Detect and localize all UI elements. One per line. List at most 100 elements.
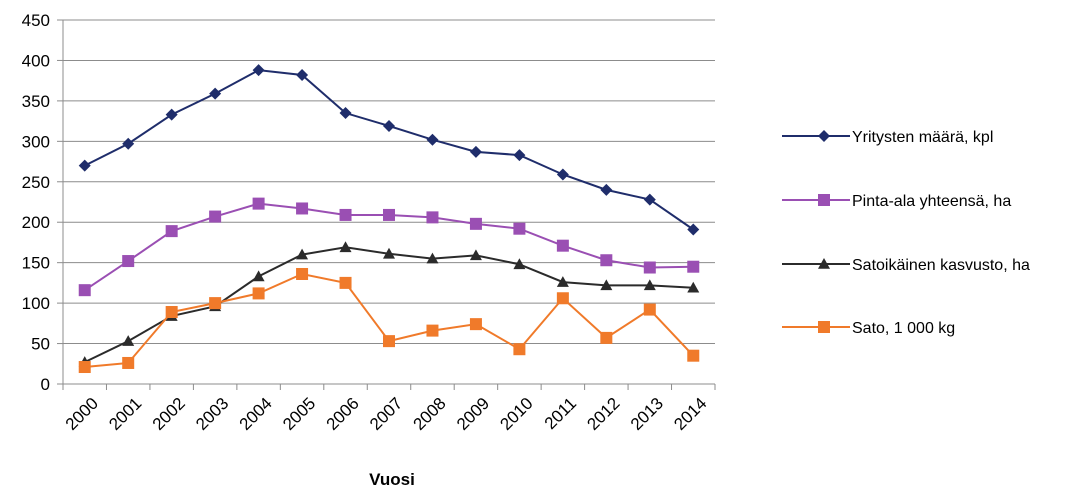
legend: Yritysten määrä, kpl Pinta-ala yhteensä, … xyxy=(782,129,1030,337)
x-tick-label: 2010 xyxy=(496,394,536,434)
data-point xyxy=(296,267,309,280)
data-point xyxy=(469,217,482,230)
x-tick-label: 2013 xyxy=(627,394,667,434)
data-point xyxy=(339,208,352,221)
x-tick-labels: 2000 2001 2002 2003 2004 2005 2006 2007 2008 2009… xyxy=(62,394,711,434)
data-point xyxy=(252,287,265,300)
legend-marker xyxy=(818,194,830,206)
data-point xyxy=(209,297,222,310)
data-point xyxy=(556,168,569,181)
data-point xyxy=(252,270,265,282)
y-tick-label: 250 xyxy=(22,173,50,192)
series-2 xyxy=(78,197,700,297)
data-point xyxy=(339,241,352,253)
data-point xyxy=(252,197,265,210)
legend-marker xyxy=(818,258,830,269)
data-point xyxy=(383,208,395,221)
legend-marker xyxy=(818,321,830,333)
data-point xyxy=(643,193,656,206)
data-point xyxy=(383,335,395,348)
data-point xyxy=(296,202,309,215)
data-point xyxy=(426,133,439,146)
y-tick-labels: 0 50 100 150 200 250 300 350 400 450 xyxy=(22,11,50,394)
data-point xyxy=(78,361,91,374)
x-tick-label: 2014 xyxy=(670,394,710,434)
y-tick-label: 0 xyxy=(41,375,50,394)
data-point xyxy=(339,276,352,289)
data-point xyxy=(426,324,439,337)
y-tick-label: 100 xyxy=(22,294,50,313)
legend-label: Pinta-ala yhteensä, ha xyxy=(852,193,1011,210)
x-tick-label: 2012 xyxy=(583,394,623,434)
data-point xyxy=(383,247,395,259)
data-point xyxy=(383,119,395,132)
data-point xyxy=(339,107,352,120)
y-tick-label: 300 xyxy=(22,132,50,151)
x-tick-label: 2002 xyxy=(149,394,189,434)
legend-label: Sato, 1 000 kg xyxy=(852,320,955,337)
legend-item: Yritysten määrä, kpl xyxy=(782,129,993,146)
series-4 xyxy=(78,267,700,374)
data-point xyxy=(687,349,700,362)
series-group xyxy=(78,64,700,374)
y-tick-label: 150 xyxy=(22,254,50,273)
x-tick-label: 2003 xyxy=(192,394,232,434)
data-point xyxy=(513,149,526,162)
axes xyxy=(57,19,716,390)
series-line xyxy=(84,69,694,231)
data-point xyxy=(165,225,178,238)
data-point xyxy=(513,222,526,235)
data-point xyxy=(687,281,700,293)
x-tick-label: 2001 xyxy=(105,394,145,434)
y-tick-label: 350 xyxy=(22,92,50,111)
legend-item: Sato, 1 000 kg xyxy=(782,320,955,337)
x-tick-label: 2009 xyxy=(453,394,493,434)
data-point xyxy=(122,137,135,150)
data-point xyxy=(600,279,613,291)
x-tick-label: 2007 xyxy=(366,394,406,434)
data-point xyxy=(426,211,439,224)
data-point xyxy=(296,248,309,260)
data-point xyxy=(165,108,178,121)
data-point xyxy=(600,254,613,267)
x-tick-label: 2000 xyxy=(62,394,102,434)
y-tick-label: 450 xyxy=(22,11,50,30)
y-tick-label: 200 xyxy=(22,213,50,232)
data-point xyxy=(426,252,439,264)
x-tick-label: 2004 xyxy=(236,394,276,434)
data-point xyxy=(513,258,526,270)
data-point xyxy=(296,69,309,82)
data-point xyxy=(600,183,613,196)
data-point xyxy=(687,260,700,273)
data-point xyxy=(643,303,656,316)
data-point xyxy=(78,284,91,297)
x-tick-label: 2006 xyxy=(323,394,363,434)
data-point xyxy=(469,145,482,158)
y-tick-label: 400 xyxy=(22,51,50,70)
data-point xyxy=(687,223,700,236)
data-point xyxy=(78,159,91,172)
data-point xyxy=(556,239,569,252)
data-point xyxy=(469,318,482,331)
data-point xyxy=(600,331,613,344)
data-point xyxy=(209,87,222,100)
data-point xyxy=(513,343,526,356)
x-axis-title: Vuosi xyxy=(369,470,415,489)
data-point xyxy=(556,292,569,305)
legend-marker xyxy=(818,130,830,142)
data-point xyxy=(165,306,178,319)
x-tick-label: 2005 xyxy=(279,394,319,434)
data-point xyxy=(643,279,656,291)
data-point xyxy=(122,255,135,268)
data-point xyxy=(209,210,222,223)
legend-item: Satoikäinen kasvusto, ha xyxy=(782,257,1030,274)
gridlines xyxy=(63,19,715,345)
x-tick-label: 2008 xyxy=(410,394,450,434)
x-tick-label: 2011 xyxy=(541,394,580,433)
legend-label: Yritysten määrä, kpl xyxy=(852,129,993,146)
legend-label: Satoikäinen kasvusto, ha xyxy=(852,257,1030,274)
data-point xyxy=(122,356,135,369)
legend-item: Pinta-ala yhteensä, ha xyxy=(782,193,1011,210)
series-1 xyxy=(78,64,700,236)
